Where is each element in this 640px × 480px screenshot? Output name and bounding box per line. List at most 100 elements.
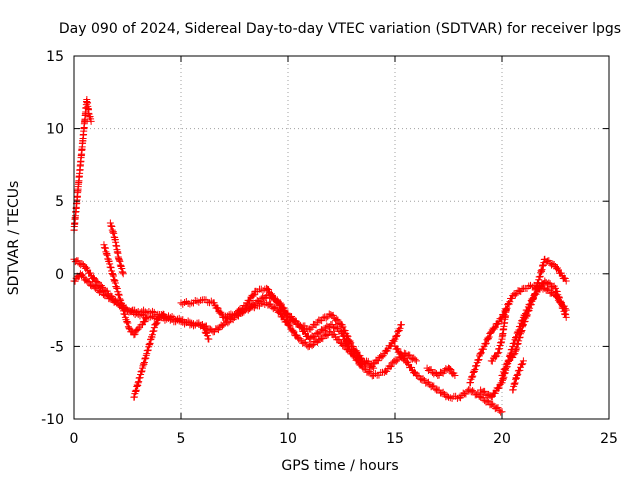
- data-point: [445, 393, 452, 401]
- data-trail: [328, 330, 344, 347]
- series-arc-9: [220, 291, 405, 368]
- data-trail: [531, 280, 548, 298]
- data-point: [151, 321, 159, 329]
- data-point: [119, 270, 127, 278]
- data-point: [562, 277, 570, 285]
- data-trail: [84, 277, 98, 291]
- data-trail: [72, 185, 82, 211]
- x-tick-label: 10: [279, 431, 297, 447]
- x-tick-label: 0: [70, 431, 79, 447]
- data-point: [513, 371, 521, 379]
- data-trail: [467, 387, 483, 400]
- data-trail: [189, 319, 205, 329]
- series-arc-2: [70, 270, 213, 343]
- y-tick-label: 0: [55, 267, 64, 283]
- data-trail: [111, 236, 123, 262]
- data-trail: [70, 208, 80, 234]
- data-trail: [552, 264, 569, 282]
- data-point: [451, 371, 459, 379]
- data-trail: [222, 311, 237, 322]
- data-trail: [552, 287, 570, 319]
- data-trail: [542, 279, 558, 291]
- data-point: [220, 313, 228, 321]
- data-trail: [521, 281, 536, 293]
- x-tick-label: 5: [177, 431, 186, 447]
- x-axis-label: GPS time / hours: [281, 458, 398, 474]
- data-trail: [478, 387, 494, 400]
- series-arc-5: [106, 219, 127, 278]
- data-trail: [82, 264, 98, 283]
- data-trail: [139, 351, 150, 370]
- x-tick-label: 20: [493, 431, 511, 447]
- data-trail: [77, 139, 86, 166]
- data-trail: [350, 351, 366, 364]
- series-arc-14: [498, 277, 570, 379]
- data-trail: [403, 351, 419, 363]
- data-trail: [403, 358, 419, 377]
- axis-ticks: 0 5 10 15 20 25 -10 -5 0 5 10 15: [41, 49, 618, 447]
- data-point: [552, 284, 559, 292]
- series-arc-4: [100, 241, 151, 339]
- series-arc-6: [130, 310, 168, 401]
- data-trail: [424, 366, 440, 378]
- data-trail: [511, 322, 527, 355]
- data-point: [177, 316, 185, 324]
- data-trail: [505, 351, 518, 364]
- data-trail: [466, 350, 484, 387]
- data-trail: [103, 287, 120, 305]
- data-trail: [520, 294, 538, 326]
- data-trail: [131, 326, 141, 338]
- data-trail: [338, 330, 355, 356]
- data-trail: [93, 277, 109, 294]
- series-arc-1: [70, 96, 95, 234]
- data-point: [477, 350, 485, 358]
- y-tick-label: -5: [50, 339, 64, 355]
- series-arc-16: [509, 357, 527, 394]
- plot-area-frame: [73, 55, 610, 420]
- data-trail: [264, 291, 280, 305]
- y-tick-label: -10: [41, 412, 64, 428]
- data-point: [143, 313, 151, 321]
- data-point: [412, 357, 420, 365]
- data-trail: [125, 306, 140, 316]
- data-point: [134, 325, 142, 333]
- data-point: [519, 321, 527, 329]
- data-trail: [243, 300, 259, 312]
- data-point: [487, 393, 495, 401]
- data-trail: [510, 285, 526, 299]
- data-trail: [446, 365, 458, 378]
- data-trail: [307, 336, 323, 350]
- chart-title: Day 090 of 2024, Sidereal Day-to-day VTE…: [59, 21, 621, 37]
- data-trail: [179, 316, 194, 327]
- data-trail: [477, 329, 495, 357]
- data-trail: [122, 316, 133, 332]
- data-trail: [446, 392, 461, 402]
- series-arc-11: [423, 364, 459, 379]
- data-trail: [200, 322, 216, 334]
- data-point: [338, 328, 345, 336]
- data-point: [397, 321, 405, 329]
- data-marks: [70, 96, 570, 416]
- data-trail: [499, 359, 512, 379]
- series-arc-10: [391, 342, 506, 416]
- y-tick-label: 10: [46, 122, 64, 138]
- data-trail: [514, 360, 527, 378]
- data-trail: [139, 315, 150, 326]
- data-trail: [136, 321, 145, 331]
- data-point: [502, 306, 510, 314]
- data-trail: [127, 328, 137, 336]
- data-trail: [253, 293, 269, 305]
- series-arc-13: [477, 255, 570, 401]
- data-trail: [71, 272, 83, 285]
- data-trail: [179, 298, 194, 308]
- data-trail: [74, 162, 84, 188]
- data-trail: [542, 285, 558, 299]
- data-point: [519, 357, 527, 365]
- data-point: [166, 313, 174, 321]
- data-point: [130, 331, 138, 339]
- data-trail: [488, 379, 505, 400]
- y-axis-label: SDTVAR / TECUs: [6, 181, 22, 296]
- data-point: [509, 342, 517, 350]
